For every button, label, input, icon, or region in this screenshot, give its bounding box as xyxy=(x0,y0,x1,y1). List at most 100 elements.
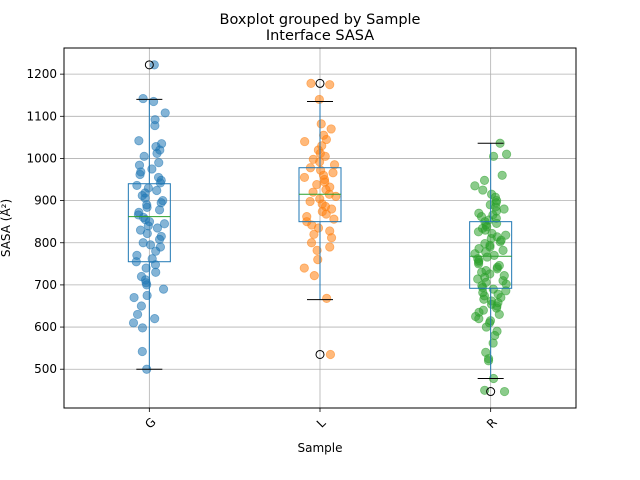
data-point xyxy=(325,80,335,90)
data-point xyxy=(134,136,144,146)
y-tick-label: 800 xyxy=(34,236,57,250)
data-point xyxy=(321,134,331,145)
data-point xyxy=(488,151,499,161)
data-point xyxy=(497,170,507,180)
data-point xyxy=(306,238,317,248)
data-point xyxy=(135,169,145,180)
data-point xyxy=(482,252,492,262)
data-point xyxy=(313,255,323,265)
data-point xyxy=(479,294,489,304)
y-tick-label: 1100 xyxy=(26,109,57,123)
data-point xyxy=(490,330,500,341)
box xyxy=(469,221,513,289)
data-point xyxy=(149,60,159,70)
data-point xyxy=(480,385,490,395)
data-point xyxy=(322,293,332,303)
y-tick-label: 700 xyxy=(34,278,57,292)
data-point xyxy=(470,181,480,191)
data-point xyxy=(314,94,324,105)
data-point xyxy=(132,180,142,191)
y-tick-label: 600 xyxy=(34,320,57,334)
data-point xyxy=(137,346,147,357)
data-point xyxy=(145,240,156,250)
data-point xyxy=(473,227,484,237)
x-tick-label: R xyxy=(484,415,500,431)
data-point xyxy=(154,234,165,244)
data-point xyxy=(325,349,336,360)
x-axis-label: Sample xyxy=(298,441,343,455)
data-point xyxy=(308,187,318,197)
data-point xyxy=(132,309,143,320)
data-point xyxy=(312,245,322,255)
data-point xyxy=(492,264,502,274)
y-axis-label: SASA (Å²) xyxy=(0,199,13,257)
outlier xyxy=(144,60,154,70)
data-point xyxy=(321,209,331,219)
data-point xyxy=(139,151,149,161)
data-point xyxy=(154,205,165,215)
data-point xyxy=(155,178,165,188)
data-point xyxy=(331,191,341,201)
data-point xyxy=(299,263,309,273)
outlier xyxy=(315,349,325,359)
data-point xyxy=(128,318,139,328)
data-point xyxy=(152,185,162,196)
data-point xyxy=(479,175,490,185)
data-point xyxy=(494,309,504,320)
data-point xyxy=(309,271,319,281)
data-point xyxy=(499,386,510,397)
data-point xyxy=(312,179,322,190)
outlier xyxy=(315,78,325,88)
data-point xyxy=(137,323,148,333)
data-point xyxy=(326,233,337,243)
data-point xyxy=(478,185,488,195)
data-point xyxy=(499,204,509,214)
data-point xyxy=(142,290,152,301)
data-point xyxy=(129,292,139,303)
data-point xyxy=(306,78,316,89)
data-point xyxy=(495,237,505,247)
data-point xyxy=(309,229,319,239)
y-tick-label: 1200 xyxy=(26,67,57,81)
data-point xyxy=(328,168,338,178)
data-point xyxy=(158,284,169,294)
data-point xyxy=(148,96,159,107)
data-point xyxy=(326,124,336,134)
chart-suptitle: Boxplot grouped by Sample xyxy=(220,12,421,28)
data-point xyxy=(483,356,494,366)
box xyxy=(127,183,171,263)
data-point xyxy=(152,148,162,158)
data-point xyxy=(138,93,148,104)
data-point xyxy=(142,202,152,212)
data-point xyxy=(300,136,310,147)
data-point xyxy=(150,120,160,131)
data-point xyxy=(141,263,151,273)
data-point xyxy=(474,314,484,324)
data-point xyxy=(142,228,152,239)
outlier xyxy=(486,387,496,397)
data-point xyxy=(474,259,484,269)
data-point xyxy=(316,119,326,129)
y-tick-label: 900 xyxy=(34,194,57,208)
chart-title: Interface SASA xyxy=(266,28,374,44)
data-point xyxy=(473,274,483,284)
data-point xyxy=(325,242,335,252)
data-point xyxy=(501,149,512,159)
data-point xyxy=(320,151,330,161)
data-point xyxy=(313,223,324,233)
data-point xyxy=(159,219,170,229)
data-point xyxy=(305,196,315,207)
y-axis: 500 600 700 800 900 1000 1100 1200 xyxy=(26,67,64,376)
boxes xyxy=(127,60,513,397)
data-point xyxy=(481,322,491,332)
data-point xyxy=(154,158,164,168)
data-point xyxy=(142,280,152,290)
y-tick-label: 1000 xyxy=(26,151,57,165)
data-point xyxy=(151,246,161,256)
data-point xyxy=(160,108,170,118)
data-point xyxy=(491,218,502,228)
data-point xyxy=(136,301,146,311)
x-tick-label: L xyxy=(314,416,329,431)
